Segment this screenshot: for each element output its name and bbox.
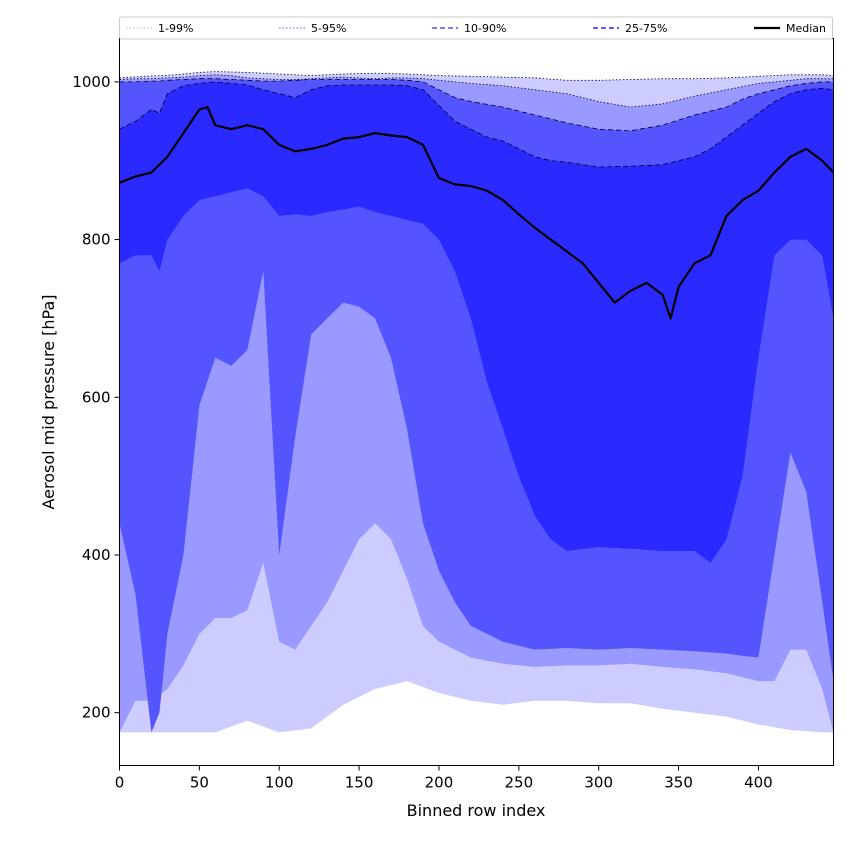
y-tick-label: 600 [82, 388, 111, 406]
y-axis-label: Aerosol mid pressure [hPa] [39, 294, 58, 509]
x-tick-label: 250 [505, 774, 534, 792]
x-axis-label: Binned row index [407, 801, 546, 820]
y-tick-label: 400 [82, 546, 111, 564]
data-bands [119, 71, 834, 733]
x-tick-label: 200 [425, 774, 454, 792]
x-tick-label: 50 [190, 774, 209, 792]
legend-box [119, 16, 833, 40]
legend-label-5-95: 5-95% [311, 22, 346, 35]
legend-label-median: Median [786, 22, 826, 35]
y-tick-label: 200 [82, 704, 111, 722]
y-tick-label: 1000 [72, 73, 110, 91]
band-25-75 [119, 81, 834, 563]
x-tick-label: 400 [744, 774, 773, 792]
x-tick-label: 350 [664, 774, 693, 792]
band-upper-edge-25-75 [119, 81, 834, 168]
y-tick-label: 800 [82, 231, 111, 249]
band-upper-edge-5-95 [119, 74, 834, 108]
legend-label-25-75: 25-75% [625, 22, 667, 35]
legend-label-10-90: 10-90% [464, 22, 506, 35]
median-layer [119, 106, 835, 320]
legend: 1-99% 5-95% 10-90% 25-75% Median [119, 16, 833, 40]
x-tick-label: 300 [584, 774, 613, 792]
band-upper-edge-1-99 [119, 71, 834, 81]
median-line [119, 106, 835, 320]
x-tick-label: 150 [345, 774, 374, 792]
legend-label-1-99: 1-99% [158, 22, 193, 35]
y-axis-ticks: 200 400 600 800 1000 [72, 73, 120, 722]
x-axis-ticks: 0 50 100 150 200 250 300 350 400 [115, 765, 773, 792]
x-tick-label: 0 [115, 774, 125, 792]
x-tick-label: 100 [265, 774, 294, 792]
